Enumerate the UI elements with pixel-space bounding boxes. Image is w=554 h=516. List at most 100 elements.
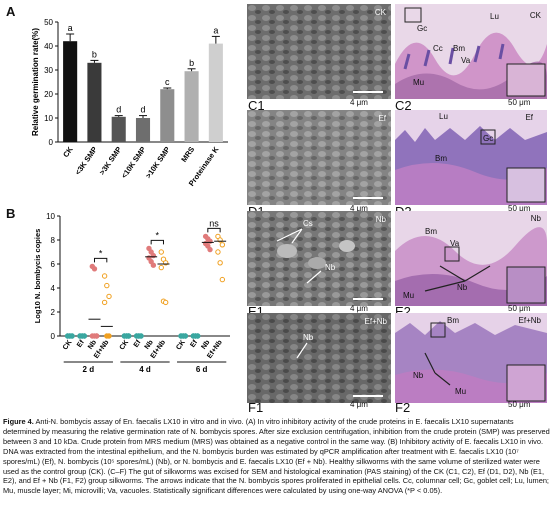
label-lu: Lu [439, 112, 448, 121]
label-nb: Nb [457, 283, 468, 292]
label-nb: Nb [303, 333, 314, 342]
data-point [106, 333, 112, 339]
category-label: Nb [87, 339, 98, 351]
scale-bar [353, 298, 383, 300]
group-label: 2 d [83, 365, 95, 374]
bar [160, 89, 175, 142]
tile-tag: Nb [530, 214, 541, 223]
data-point [69, 333, 75, 339]
label-bm: Bm [435, 154, 447, 163]
label-gc: Gc [417, 24, 428, 33]
panel-f2-label: F2 [395, 400, 411, 415]
he-efnb-image: Ef+Nb Bm Nb Mu [395, 313, 547, 403]
bar [111, 116, 126, 142]
data-point [158, 249, 164, 255]
panel-c1-label: C1 [248, 98, 265, 113]
bar [208, 43, 223, 142]
category-label: Nb [144, 339, 155, 351]
figure-caption: Figure 4. Anti-N. bombycis assay of En. … [3, 417, 551, 496]
group-label: 6 d [196, 365, 208, 374]
y-tick-label: 20 [44, 90, 53, 99]
data-point [158, 264, 164, 271]
label-lu: Lu [490, 12, 499, 21]
category-label: >3K SMP [97, 145, 123, 177]
bar [87, 62, 102, 142]
he-nb-image: Nb Bm Va Nb Mu [395, 211, 547, 306]
sem-ck-image: CK [247, 4, 391, 99]
data-point [101, 299, 108, 306]
significance-letter: a [213, 25, 218, 35]
y-tick-label: 30 [44, 66, 53, 75]
data-point [215, 249, 221, 255]
data-point [217, 260, 223, 266]
scale-label: 4 μm [350, 304, 368, 313]
scale-bar [353, 395, 383, 397]
category-label: CK [175, 339, 187, 351]
germination-bar-chart: 0 10 20 30 40 50 Relative germination rate(%) a… [31, 18, 228, 188]
panel-c2-label: C2 [395, 98, 412, 113]
sem-efnb-image: Ef+Nb Nb [247, 313, 391, 403]
data-point [182, 333, 189, 339]
data-point [138, 333, 144, 339]
significance-mark: * [156, 230, 160, 240]
label-bm: Bm [447, 316, 459, 325]
scale-label: 4 μm [350, 400, 368, 409]
significance-letter: d [140, 105, 145, 115]
label-va: Va [461, 56, 471, 65]
data-point [91, 266, 98, 272]
scale-label: 50 μm [508, 98, 531, 107]
y-tick-label: 0 [49, 138, 54, 147]
category-label: Ef [76, 339, 86, 349]
scale-label: 50 μm [508, 204, 531, 213]
data-point [162, 299, 169, 306]
significance-letter: c [165, 77, 170, 87]
label-gc: Gc [483, 134, 494, 143]
data-point [126, 333, 132, 339]
category-label: Ef [189, 339, 199, 349]
sem-ef-image: Ef [247, 110, 391, 205]
label-nb: Nb [413, 371, 424, 380]
y-tick-label: 40 [44, 42, 53, 51]
panel-b-label: B [6, 206, 16, 221]
significance-bracket [150, 239, 164, 245]
category-label: MRS [179, 145, 196, 164]
data-point [150, 262, 157, 268]
tile-tag: CK [529, 11, 541, 20]
significance-letter: a [68, 23, 73, 33]
data-point [81, 333, 88, 339]
y-axis-label: Relative germination rate(%) [31, 28, 40, 136]
significance-letter: b [92, 49, 97, 59]
label-mu: Mu [403, 291, 415, 300]
significance-mark: * [99, 248, 103, 258]
category-label: Nb [200, 339, 211, 351]
caption-body: Anti-N. bombycis assay of En. faecalis L… [3, 417, 550, 496]
significance-mark: ns [209, 218, 219, 228]
scale-label: 50 μm [508, 400, 531, 409]
significance-letter: b [189, 58, 194, 68]
label-mu: Mu [413, 78, 425, 87]
caption-lead: Figure 4. [3, 417, 34, 426]
tile-tag: Ef+Nb [518, 316, 541, 325]
panel-f1-label: F1 [248, 400, 264, 415]
label-mu: Mu [455, 387, 467, 396]
data-point [104, 282, 110, 289]
y-tick-label: 50 [44, 18, 53, 27]
category-label: <3K SMP [73, 145, 99, 177]
tile-tag: CK [374, 8, 386, 17]
category-label: CK [62, 339, 74, 351]
y-tick-label: 2 [51, 308, 56, 317]
y-tick-label: 10 [46, 212, 55, 221]
data-point [106, 293, 112, 300]
he-ck-image: CK Gc Lu Cc Bm Va Mu [395, 4, 547, 99]
y-tick-label: 4 [51, 284, 56, 293]
label-bm: Bm [425, 227, 437, 236]
category-label: CK [119, 339, 131, 351]
tile-tag: Ef+Nb [364, 317, 387, 326]
y-axis-label: Log10 N. bombycis copies [33, 229, 42, 324]
tile-tag: Ef [378, 114, 386, 123]
significance-letter: d [116, 105, 121, 115]
label-va: Va [450, 239, 460, 248]
bar [63, 41, 78, 143]
label-nb: Nb [325, 263, 336, 272]
scale-label: 4 μm [350, 98, 368, 107]
